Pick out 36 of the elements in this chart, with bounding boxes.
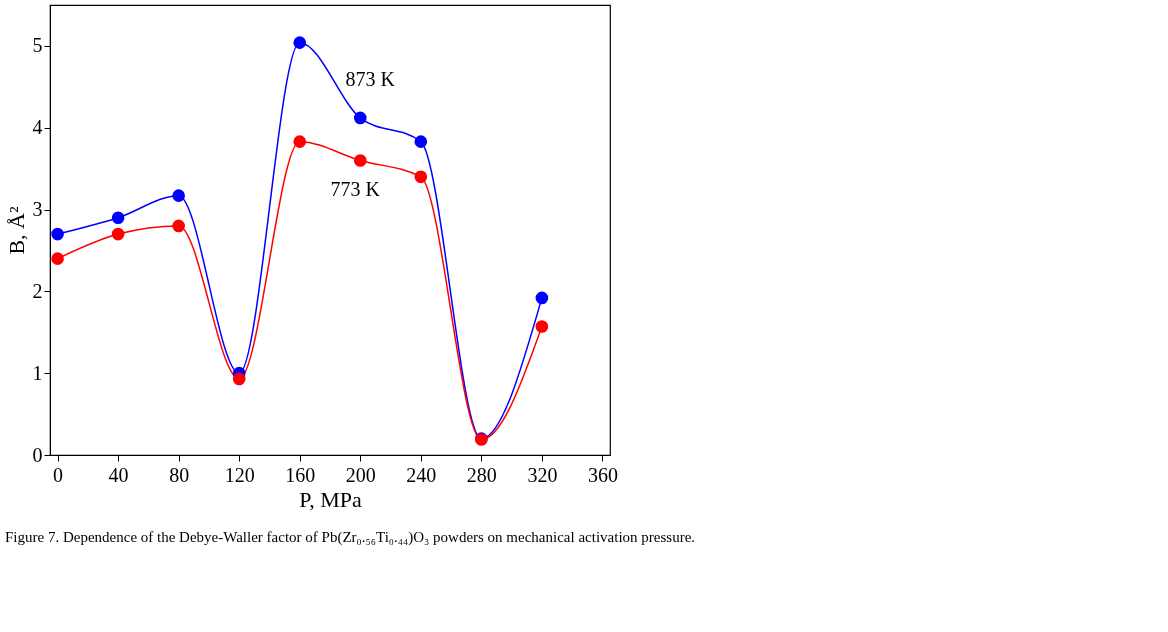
point (414, 135, 428, 148)
x-axis-title: P, MPa (299, 486, 362, 512)
point (172, 189, 185, 202)
x-tick-label: 240 (406, 463, 437, 486)
x-tick-label: 160 (285, 463, 316, 486)
x-tick-label: 360 (587, 463, 618, 486)
point (353, 154, 367, 167)
point (414, 170, 428, 184)
series-label: 773 K (330, 178, 381, 201)
y-tick-label: 4 (32, 116, 43, 139)
point (51, 252, 64, 265)
x-tick-label: 120 (224, 463, 255, 486)
y-tick-label: 5 (32, 34, 43, 57)
y-axis-title: B, Å² (3, 206, 29, 255)
x-tick-label: 80 (169, 463, 190, 486)
point (111, 211, 125, 225)
point (232, 372, 246, 386)
x-tick-label: 0 (53, 463, 64, 486)
y-tick-label: 1 (32, 361, 43, 384)
point (535, 291, 549, 305)
series-label: 873 K (345, 67, 396, 90)
y-tick-label: 2 (32, 279, 43, 302)
x-tick-label: 280 (466, 463, 497, 486)
text: Figure 7. Dependence of the Debye-Waller factor of Pb(Zr₀.₅₆Ti₀.₄₄)O₃ powders on mechanical activation pressure. (5, 529, 696, 546)
y-tick-label: 3 (32, 198, 43, 221)
point (353, 111, 367, 125)
point (51, 227, 64, 241)
y-tick-label: 0 (32, 443, 43, 466)
point (111, 227, 125, 241)
point (293, 135, 307, 148)
point (172, 219, 185, 233)
x-tick-label: 40 (108, 463, 129, 486)
point (535, 320, 549, 333)
x-tick-label: 320 (527, 463, 558, 486)
x-tick-label: 200 (345, 463, 376, 486)
point (293, 36, 307, 49)
